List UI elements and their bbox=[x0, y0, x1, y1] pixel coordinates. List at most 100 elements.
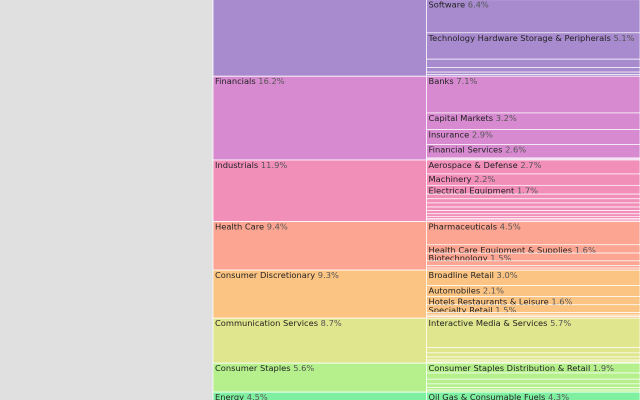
label-name: Oil Gas & Consumable Fuels bbox=[429, 393, 546, 400]
industry-cell bbox=[426, 202, 640, 208]
label: Software 6.4% bbox=[429, 0, 489, 10]
label-name: Energy bbox=[215, 393, 244, 400]
label-value: 1.9% bbox=[593, 364, 614, 374]
label-value: 2.1% bbox=[483, 286, 504, 296]
sector-cell bbox=[212, 362, 427, 393]
label-value: 11.9% bbox=[261, 160, 287, 170]
sector-cell bbox=[212, 221, 427, 271]
label-value: 3.0% bbox=[497, 271, 518, 281]
label-name: Technology Hardware Storage & Peripheral… bbox=[428, 33, 611, 43]
label-name: Broadline Retail bbox=[429, 271, 494, 281]
label-value: 4.5% bbox=[247, 393, 268, 400]
sector-cell bbox=[212, 317, 427, 364]
label-name: Insurance bbox=[429, 130, 470, 140]
industry-cell bbox=[426, 193, 640, 200]
industry-cell bbox=[426, 391, 640, 400]
label: Capital Markets 3.2% bbox=[429, 113, 517, 123]
industry-cell bbox=[426, 387, 640, 391]
label: Electrical Equipment 1.7% bbox=[429, 186, 539, 196]
industry-cell bbox=[426, 198, 640, 204]
label-name: Industrials bbox=[215, 160, 258, 170]
label: Automobiles 2.1% bbox=[429, 286, 505, 296]
industry-cell bbox=[426, 71, 640, 76]
industry-cell bbox=[426, 352, 640, 358]
label: Industrials 11.9% bbox=[215, 160, 287, 170]
label: Consumer Discretionary 9.3% bbox=[215, 271, 339, 281]
label-name: Communication Services bbox=[215, 319, 318, 329]
label-name: Automobiles bbox=[429, 286, 481, 296]
label-name: Interactive Media & Services bbox=[429, 319, 548, 329]
label-value: 4.5% bbox=[500, 222, 521, 232]
label-value: 1.5% bbox=[490, 253, 511, 263]
label-value: 9.4% bbox=[267, 222, 288, 232]
sector-cell bbox=[212, 269, 427, 319]
label-value: 5.7% bbox=[550, 319, 571, 329]
label: Hotels Restaurants & Leisure 1.6% bbox=[429, 297, 573, 307]
label-name: Biotechnology bbox=[429, 253, 488, 263]
industry-cell bbox=[426, 347, 640, 354]
label-name: Consumer Staples bbox=[215, 364, 291, 374]
industry-cell bbox=[426, 312, 640, 316]
label-value: 5.1% bbox=[613, 33, 634, 43]
industry-cell bbox=[426, 67, 640, 73]
label: Interactive Media & Services 5.7% bbox=[429, 319, 572, 329]
label-value: 9.3% bbox=[318, 271, 339, 281]
label-name: Financial Services bbox=[429, 145, 503, 155]
label-value: 2.9% bbox=[472, 130, 493, 140]
label-value: 4.3% bbox=[548, 393, 569, 400]
label-value: 1.6% bbox=[575, 245, 596, 255]
sector-cell bbox=[212, 159, 427, 222]
label-value: 6.4% bbox=[468, 0, 489, 10]
label-name: Specialty Retail bbox=[429, 305, 493, 315]
label-name: Pharmaceuticals bbox=[429, 222, 498, 232]
industry-cell bbox=[426, 210, 640, 215]
label: Communication Services 8.7% bbox=[215, 319, 342, 329]
industry-cell bbox=[426, 383, 640, 388]
label-name: Software bbox=[429, 0, 466, 10]
industry-cell bbox=[426, 260, 640, 266]
label: Technology Hardware Storage & Peripheral… bbox=[428, 33, 635, 43]
label: Consumer Staples Distribution & Retail 1… bbox=[429, 364, 615, 374]
label-name: Health Care Equipment & Supplies bbox=[429, 245, 573, 255]
label-name: Electrical Equipment bbox=[429, 186, 516, 196]
label-value: 7.1% bbox=[456, 77, 477, 87]
label-value: 2.7% bbox=[520, 160, 541, 170]
label: Energy 4.5% bbox=[215, 393, 268, 400]
label-value: 2.6% bbox=[505, 145, 526, 155]
label: Broadline Retail 3.0% bbox=[429, 271, 518, 281]
label: Machinery 2.2% bbox=[429, 174, 496, 184]
label: Banks 7.1% bbox=[429, 77, 478, 87]
label-name: Machinery bbox=[429, 174, 472, 184]
label-value: 5.6% bbox=[293, 364, 314, 374]
label: Biotechnology 1.5% bbox=[429, 253, 512, 263]
root-panel bbox=[0, 0, 213, 400]
label: Financial Services 2.6% bbox=[429, 145, 527, 155]
label-name: Consumer Discretionary bbox=[215, 271, 315, 281]
industry-cell bbox=[426, 32, 640, 60]
label-name: Health Care bbox=[215, 222, 264, 232]
sector-cell bbox=[212, 391, 427, 400]
label-name: Banks bbox=[429, 77, 454, 87]
sector-cell bbox=[212, 0, 427, 77]
industry-cell bbox=[426, 265, 640, 269]
industry-cell bbox=[426, 58, 640, 68]
label: Consumer Staples 5.6% bbox=[215, 364, 314, 374]
label-value: 2.2% bbox=[474, 174, 495, 184]
industry-cell bbox=[426, 206, 640, 212]
label: Pharmaceuticals 4.5% bbox=[429, 222, 521, 232]
industry-cell bbox=[426, 372, 640, 380]
label-value: 1.7% bbox=[517, 186, 538, 196]
industry-cell bbox=[426, 317, 640, 349]
label-name: Hotels Restaurants & Leisure bbox=[429, 297, 549, 307]
label-value: 1.5% bbox=[495, 305, 516, 315]
label-name: Capital Markets bbox=[429, 113, 494, 123]
label-value: 8.7% bbox=[321, 319, 342, 329]
industry-cell bbox=[426, 0, 640, 34]
sector-cell bbox=[212, 75, 427, 161]
label-name: Consumer Staples Distribution & Retail bbox=[429, 364, 591, 374]
label-value: 1.6% bbox=[551, 297, 572, 307]
label: Aerospace & Defense 2.7% bbox=[429, 160, 542, 170]
industry-cell bbox=[426, 75, 640, 114]
